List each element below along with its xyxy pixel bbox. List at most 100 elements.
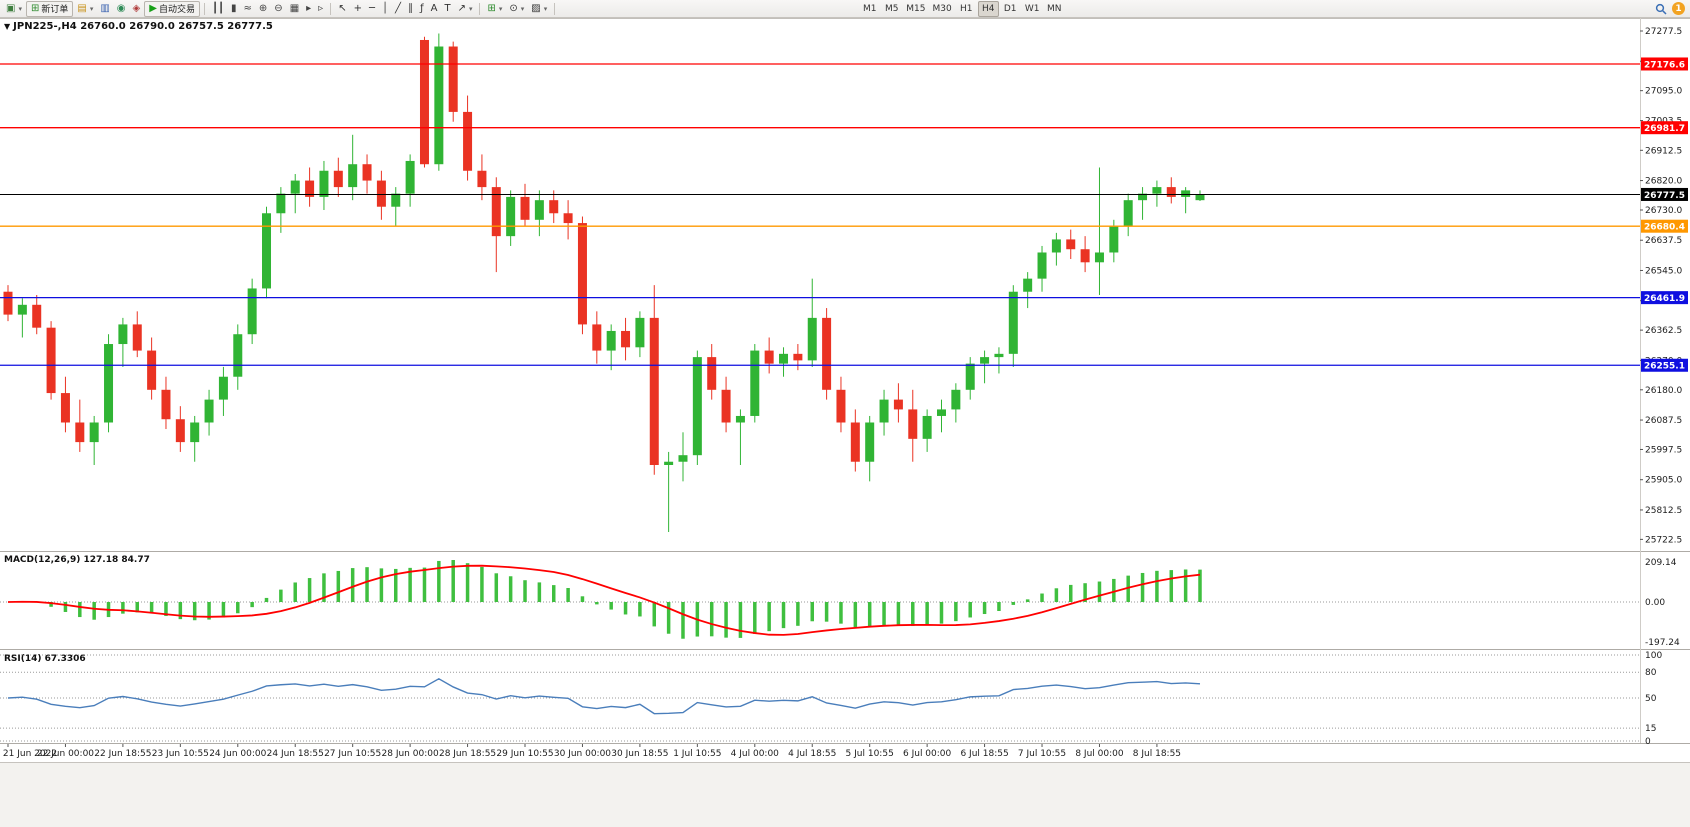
vertical-line-button[interactable]: │ xyxy=(379,1,391,17)
svg-text:-197.24: -197.24 xyxy=(1645,638,1680,648)
caret-down-icon: ▾ xyxy=(468,4,473,13)
toolbar-group-chart-tools: ┃┃ ▮ ≈ ⊕ ⊖ ▦ ▸ ▹ xyxy=(209,1,326,17)
svg-text:26777.5: 26777.5 xyxy=(1644,191,1685,201)
svg-text:26680.4: 26680.4 xyxy=(1644,223,1685,233)
zoom-in-button[interactable]: ⊕ xyxy=(256,1,270,17)
tile-windows-button[interactable]: ▦ xyxy=(287,1,302,17)
svg-text:26545.0: 26545.0 xyxy=(1645,266,1682,276)
svg-text:25722.5: 25722.5 xyxy=(1645,535,1682,545)
svg-text:8 Jul 18:55: 8 Jul 18:55 xyxy=(1133,749,1181,759)
notification-badge[interactable]: 1 xyxy=(1672,2,1685,15)
svg-text:27 Jun 10:55: 27 Jun 10:55 xyxy=(324,749,381,759)
caret-down-icon: ▾ xyxy=(89,4,94,13)
bottom-area xyxy=(0,762,1690,827)
equidistant-channel-button[interactable]: ∥ xyxy=(405,1,416,17)
svg-text:26087.5: 26087.5 xyxy=(1645,416,1682,426)
vertical-line-icon: │ xyxy=(382,2,389,14)
svg-text:27095.0: 27095.0 xyxy=(1645,87,1682,97)
crosshair-button[interactable]: + xyxy=(351,1,365,17)
toolbar-buttons: ▣ ▾ ⊞ 新订单 ▤ ▾ ▥ ◉ ◈ ▶ 自动交易 ┃┃ ▮ ≈ ⊕ ⊖ ▦ ▸ ▹ ↖ + ─ │ ╱ ∥ ƒ A T ↗ ▾ ⊞ ▾ ⊙ ▾… xyxy=(3,0,1065,17)
chart-window[interactable]: 27277.527185.027095.027003.526912.526820… xyxy=(0,18,1690,762)
indicators-button[interactable]: ⊞ ▾ xyxy=(484,1,505,17)
templates-icon: ▨ xyxy=(531,2,541,14)
horizontal-line-button[interactable]: ─ xyxy=(366,1,378,17)
chart-shift-button[interactable]: ▹ xyxy=(315,1,326,17)
svg-text:25997.5: 25997.5 xyxy=(1645,445,1682,455)
candlestick-chart-icon: ▮ xyxy=(231,2,237,14)
trendline-button[interactable]: ╱ xyxy=(392,1,404,17)
autotrading-label: 自动交易 xyxy=(158,5,195,15)
caret-down-icon: ▾ xyxy=(18,4,22,13)
cursor-button[interactable]: ↖ xyxy=(335,1,349,17)
timeframe-m15-button[interactable]: M15 xyxy=(903,1,928,17)
navigator-button[interactable]: ◈ xyxy=(130,1,144,17)
svg-text:25812.5: 25812.5 xyxy=(1645,506,1682,516)
candlestick-chart-button[interactable]: ▮ xyxy=(228,1,240,17)
timeframe-h1-button[interactable]: H1 xyxy=(956,1,977,17)
toolbar-group-objects: ↖ + ─ │ ╱ ∥ ƒ A T ↗ ▾ xyxy=(335,1,475,17)
svg-text:30 Jun 18:55: 30 Jun 18:55 xyxy=(611,749,668,759)
text-label-icon: T xyxy=(444,2,451,14)
arrow-objects-button[interactable]: ↗ ▾ xyxy=(455,1,476,17)
trendline-icon: ╱ xyxy=(395,2,402,14)
autotrading-icon: ▶ xyxy=(149,2,157,14)
svg-text:27176.6: 27176.6 xyxy=(1644,60,1685,70)
new-order-label: 新订单 xyxy=(41,5,69,15)
svg-text:28 Jun 00:00: 28 Jun 00:00 xyxy=(382,749,439,759)
timeframe-m5-button[interactable]: M5 xyxy=(881,1,902,17)
fibonacci-retracement-button[interactable]: ƒ xyxy=(417,1,427,17)
svg-text:26820.0: 26820.0 xyxy=(1645,177,1682,187)
chart-canvas[interactable]: 27277.527185.027095.027003.526912.526820… xyxy=(0,18,1690,762)
toolbar-right: 1 xyxy=(1655,2,1687,15)
text-button[interactable]: A xyxy=(428,1,441,17)
timeframe-mn-button[interactable]: MN xyxy=(1044,1,1065,17)
bar-chart-button[interactable]: ┃┃ xyxy=(209,1,227,17)
fibonacci-retracement-icon: ƒ xyxy=(420,2,424,14)
rsi-line xyxy=(7,677,1201,715)
timeframe-h4-button[interactable]: H4 xyxy=(977,0,999,17)
text-label-button[interactable]: T xyxy=(441,1,453,17)
templates-button[interactable]: ▨ ▾ xyxy=(528,1,550,17)
collapse-chevron-icon[interactable]: ▼ xyxy=(4,22,11,31)
svg-text:100: 100 xyxy=(1645,651,1662,661)
auto-scroll-button[interactable]: ▸ xyxy=(303,1,314,17)
svg-text:23 Jun 10:55: 23 Jun 10:55 xyxy=(152,749,209,759)
new-chart-icon: ▣ xyxy=(6,2,16,14)
new-chart-button[interactable]: ▣ ▾ xyxy=(3,1,25,17)
svg-text:5 Jul 10:55: 5 Jul 10:55 xyxy=(846,749,894,759)
macd-histogram xyxy=(20,560,1202,639)
svg-text:26637.5: 26637.5 xyxy=(1645,236,1682,246)
svg-text:1 Jul 10:55: 1 Jul 10:55 xyxy=(673,749,721,759)
toolbar-separator xyxy=(479,2,481,15)
periods-icon: ⊙ xyxy=(509,2,518,14)
svg-text:24 Jun 18:55: 24 Jun 18:55 xyxy=(267,749,324,759)
zoom-in-icon: ⊕ xyxy=(258,2,268,14)
zoom-out-button[interactable]: ⊖ xyxy=(271,1,285,17)
periods-button[interactable]: ⊙ ▾ xyxy=(506,1,527,17)
search-icon[interactable] xyxy=(1655,3,1667,15)
autotrading-button[interactable]: ▶ 自动交易 xyxy=(144,0,200,17)
caret-down-icon: ▾ xyxy=(543,4,548,13)
svg-text:22 Jun 00:00: 22 Jun 00:00 xyxy=(37,749,94,759)
market-watch-icon: ▥ xyxy=(100,2,110,14)
timeframe-d1-button[interactable]: D1 xyxy=(1000,1,1021,17)
svg-text:26362.5: 26362.5 xyxy=(1645,326,1682,336)
timeframe-m1-button[interactable]: M1 xyxy=(859,1,880,17)
profiles-button[interactable]: ▤ ▾ xyxy=(74,1,96,17)
data-window-button[interactable]: ◉ xyxy=(114,1,129,17)
new-order-button[interactable]: ⊞ 新订单 xyxy=(25,0,74,17)
toolbar-group-timeframes: M1 M5 M15 M30 H1 H4 D1 W1 MN xyxy=(859,0,1065,17)
timeframe-w1-button[interactable]: W1 xyxy=(1022,1,1043,17)
svg-text:8 Jul 00:00: 8 Jul 00:00 xyxy=(1075,749,1124,759)
svg-text:26461.9: 26461.9 xyxy=(1644,294,1685,304)
svg-text:26981.7: 26981.7 xyxy=(1644,124,1685,134)
svg-text:30 Jun 00:00: 30 Jun 00:00 xyxy=(554,749,611,759)
bar-chart-icon: ┃┃ xyxy=(211,2,224,14)
market-watch-button[interactable]: ▥ xyxy=(97,1,112,17)
svg-text:7 Jul 10:55: 7 Jul 10:55 xyxy=(1018,749,1066,759)
equidistant-channel-icon: ∥ xyxy=(408,2,414,14)
timeframe-m30-button[interactable]: M30 xyxy=(929,1,954,17)
svg-text:50: 50 xyxy=(1645,694,1657,704)
line-chart-button[interactable]: ≈ xyxy=(241,1,255,17)
